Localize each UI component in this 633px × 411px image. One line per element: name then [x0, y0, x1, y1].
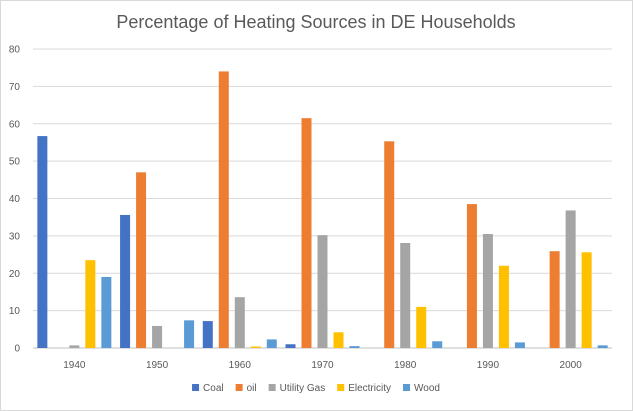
x-axis-ticks: 1940 1950 1960 1970 1980 1990 2000	[63, 360, 582, 371]
bar-wood-1980	[432, 341, 443, 348]
bar-electricity-2000	[581, 252, 592, 348]
bar-utility-gas-1950	[152, 325, 163, 348]
bar-electricity-1970	[333, 332, 344, 348]
y-tick-label: 60	[9, 119, 21, 130]
bar-utility-gas-1990	[482, 234, 493, 348]
bar-utility-gas-1940	[69, 345, 80, 348]
bar-coal-1940	[37, 136, 48, 348]
legend-swatch-oil	[235, 384, 243, 391]
legend-label-coal: Coal	[203, 383, 224, 394]
bar-coal-1970	[285, 344, 296, 348]
bar-oil-2000	[549, 251, 560, 348]
bar-oil-1950	[136, 172, 147, 348]
bar-wood-1940	[101, 276, 112, 348]
legend-label-wood: Wood	[414, 383, 440, 394]
legend-label-utility-gas: Utility Gas	[280, 383, 326, 394]
bar-oil-1990	[466, 204, 477, 348]
bar-coal-1960	[202, 321, 213, 348]
x-tick-label: 2000	[560, 360, 583, 371]
y-tick-label: 50	[9, 157, 21, 168]
x-tick-label: 1990	[477, 360, 500, 371]
bar-electricity-1960	[250, 346, 261, 348]
bar-wood-1960	[266, 339, 277, 348]
chart-title: Percentage of Heating Sources in DE Hous…	[116, 12, 515, 32]
bar-wood-2000	[597, 345, 608, 348]
y-axis-ticks: 0 10 20 30 40 50 60 70 80	[9, 45, 21, 355]
bar-oil-1980	[384, 141, 395, 348]
bar-wood-1970	[349, 346, 360, 348]
y-tick-label: 0	[14, 344, 20, 355]
legend-swatch-wood	[403, 384, 410, 391]
legend-label-electricity: Electricity	[348, 383, 391, 394]
bar-coal-1950	[120, 214, 131, 348]
x-tick-label: 1980	[394, 360, 417, 371]
x-tick-label: 1970	[311, 360, 334, 371]
bar-wood-1950	[184, 320, 195, 348]
bar-electricity-1940	[85, 260, 96, 348]
bar-utility-gas-1960	[234, 297, 245, 348]
bar-utility-gas-2000	[565, 210, 576, 348]
y-tick-label: 30	[9, 231, 21, 242]
legend-label-oil: oil	[247, 383, 257, 394]
bar-wood-1990	[514, 342, 525, 348]
legend-swatch-electricity	[337, 384, 345, 391]
y-tick-label: 10	[9, 306, 21, 317]
bars	[37, 71, 608, 349]
legend: Coal oil Utility Gas Electricity Wood	[192, 383, 440, 394]
legend-swatch-utility-gas	[268, 384, 276, 391]
x-tick-label: 1950	[146, 360, 169, 371]
bar-oil-1960	[218, 71, 229, 349]
x-tick-label: 1960	[229, 360, 252, 371]
y-tick-label: 80	[9, 45, 21, 56]
x-tick-label: 1940	[63, 360, 86, 371]
y-tick-label: 40	[9, 194, 21, 205]
bar-utility-gas-1970	[317, 235, 328, 348]
y-tick-label: 20	[9, 269, 21, 280]
bar-electricity-1990	[498, 265, 509, 348]
y-tick-label: 70	[9, 82, 21, 93]
bar-utility-gas-1980	[400, 242, 411, 348]
bar-electricity-1980	[416, 306, 427, 348]
legend-swatch-coal	[192, 384, 200, 391]
bar-oil-1970	[301, 118, 312, 348]
